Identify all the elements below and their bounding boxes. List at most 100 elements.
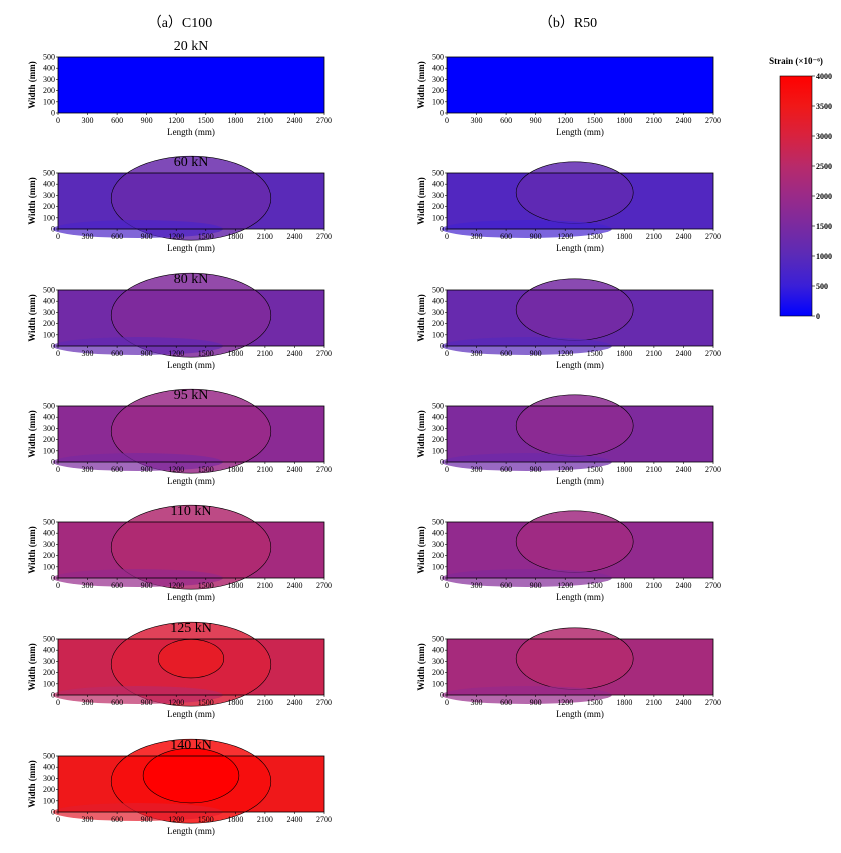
y-tick-label: 300 <box>432 308 444 317</box>
x-tick-label: 1200 <box>557 116 573 125</box>
x-tick-label: 1800 <box>227 581 243 590</box>
y-tick-label: 0 <box>440 691 444 700</box>
x-tick-label: 0 <box>56 232 60 241</box>
strain-panel: 20 kN 0 300 600 900 1200 1500 1800 2100 2400 2700 0… <box>27 39 332 137</box>
x-tick-label: 600 <box>111 116 123 125</box>
x-tick-label: 2100 <box>646 581 662 590</box>
x-tick-label: 600 <box>500 698 512 707</box>
x-tick-label: 2700 <box>705 349 721 358</box>
x-tick-label: 1200 <box>168 815 184 824</box>
x-tick-label: 300 <box>82 349 94 358</box>
strain-contour-line <box>110 155 272 241</box>
y-tick-label: 100 <box>432 679 444 688</box>
x-tick-label: 2400 <box>286 232 302 241</box>
colorbar-tick-label: 3000 <box>816 132 832 141</box>
x-tick-label: 2100 <box>257 116 273 125</box>
strain-contour-line <box>110 388 272 474</box>
y-tick-label: 500 <box>43 53 55 62</box>
x-tick-label: 2700 <box>316 698 332 707</box>
y-tick-label: 400 <box>43 763 55 772</box>
y-tick-label: 0 <box>440 109 444 118</box>
x-tick-label: 1800 <box>616 349 632 358</box>
y-tick-label: 400 <box>43 413 55 422</box>
x-tick-label: 2400 <box>286 116 302 125</box>
x-tick-label: 2100 <box>257 349 273 358</box>
y-axis-label: Width (mm) <box>416 410 426 458</box>
x-axis-label: Length (mm) <box>556 592 604 602</box>
x-tick-label: 300 <box>82 581 94 590</box>
load-title: 20 kN <box>174 39 209 54</box>
y-tick-label: 300 <box>43 308 55 317</box>
load-title: 95 kN <box>174 388 209 403</box>
x-tick-label: 1500 <box>587 232 603 241</box>
panel-frame <box>446 521 714 579</box>
colorbar-tick-label: 4000 <box>816 72 832 81</box>
x-tick-label: 1500 <box>198 698 214 707</box>
y-tick-label: 0 <box>440 342 444 351</box>
colorbar-tick-label: 0 <box>816 312 820 321</box>
x-tick-label: 900 <box>530 581 542 590</box>
strain-high-region <box>111 389 271 474</box>
strain-field <box>58 57 324 113</box>
strain-panel: 80 kN 0 300 600 900 1200 1500 1800 2100 2400 2700 0… <box>27 272 332 370</box>
x-tick-label: 2400 <box>675 465 691 474</box>
x-tick-label: 1500 <box>587 349 603 358</box>
y-tick-label: 100 <box>43 679 55 688</box>
x-tick-label: 2700 <box>316 116 332 125</box>
x-tick-label: 1200 <box>168 465 184 474</box>
strain-high-region <box>516 394 634 457</box>
x-tick-label: 600 <box>111 581 123 590</box>
strain-panel: 140 kN 0 300 600 900 1200 1500 1800 2100 2400 2700… <box>27 738 332 836</box>
colorbar-title: Strain (×10⁻⁶) <box>769 56 823 66</box>
y-tick-label: 300 <box>43 540 55 549</box>
x-tick-label: 300 <box>471 698 483 707</box>
strain-high-region <box>516 278 634 341</box>
x-tick-label: 2700 <box>316 815 332 824</box>
x-tick-label: 2700 <box>316 581 332 590</box>
x-tick-label: 900 <box>530 698 542 707</box>
x-tick-label: 2400 <box>286 465 302 474</box>
y-tick-label: 200 <box>43 86 55 95</box>
x-axis-label: Length (mm) <box>556 360 604 370</box>
x-tick-label: 600 <box>111 698 123 707</box>
load-title: 110 kN <box>170 504 211 519</box>
x-tick-label: 1800 <box>227 232 243 241</box>
x-tick-label: 0 <box>445 349 449 358</box>
x-tick-label: 1800 <box>227 349 243 358</box>
panel-frame <box>446 405 714 463</box>
x-tick-label: 600 <box>500 349 512 358</box>
y-tick-label: 500 <box>432 635 444 644</box>
y-tick-label: 400 <box>432 646 444 655</box>
strain-contour-line <box>110 738 272 824</box>
x-tick-label: 2700 <box>316 232 332 241</box>
x-tick-label: 0 <box>56 698 60 707</box>
y-tick-label: 100 <box>43 330 55 339</box>
x-tick-label: 1800 <box>227 698 243 707</box>
y-tick-label: 400 <box>432 180 444 189</box>
x-axis-label: Length (mm) <box>167 476 215 486</box>
y-tick-label: 0 <box>51 691 55 700</box>
strain-panel: 0 300 600 900 1200 1500 1800 2100 2400 2700 0 100 20… <box>416 510 721 602</box>
x-axis-label: Length (mm) <box>556 709 604 719</box>
y-tick-label: 200 <box>43 668 55 677</box>
x-tick-label: 1800 <box>227 465 243 474</box>
y-tick-label: 200 <box>43 319 55 328</box>
y-tick-label: 200 <box>432 551 444 560</box>
y-tick-label: 100 <box>43 446 55 455</box>
x-tick-label: 1800 <box>616 698 632 707</box>
y-tick-label: 400 <box>43 64 55 73</box>
x-tick-label: 2100 <box>257 465 273 474</box>
x-tick-label: 300 <box>471 116 483 125</box>
y-tick-label: 500 <box>432 402 444 411</box>
y-tick-label: 400 <box>43 180 55 189</box>
y-tick-label: 100 <box>43 97 55 106</box>
x-tick-label: 900 <box>141 349 153 358</box>
x-tick-label: 2100 <box>646 116 662 125</box>
strain-contour-line <box>110 621 272 707</box>
x-tick-label: 1500 <box>198 465 214 474</box>
x-tick-label: 300 <box>82 116 94 125</box>
x-tick-label: 1200 <box>168 116 184 125</box>
x-tick-label: 1500 <box>587 116 603 125</box>
y-tick-label: 500 <box>43 752 55 761</box>
colorbar: Strain (×10⁻⁶) 0 500 1000 1500 2000 2500 3000 3… <box>769 56 832 321</box>
